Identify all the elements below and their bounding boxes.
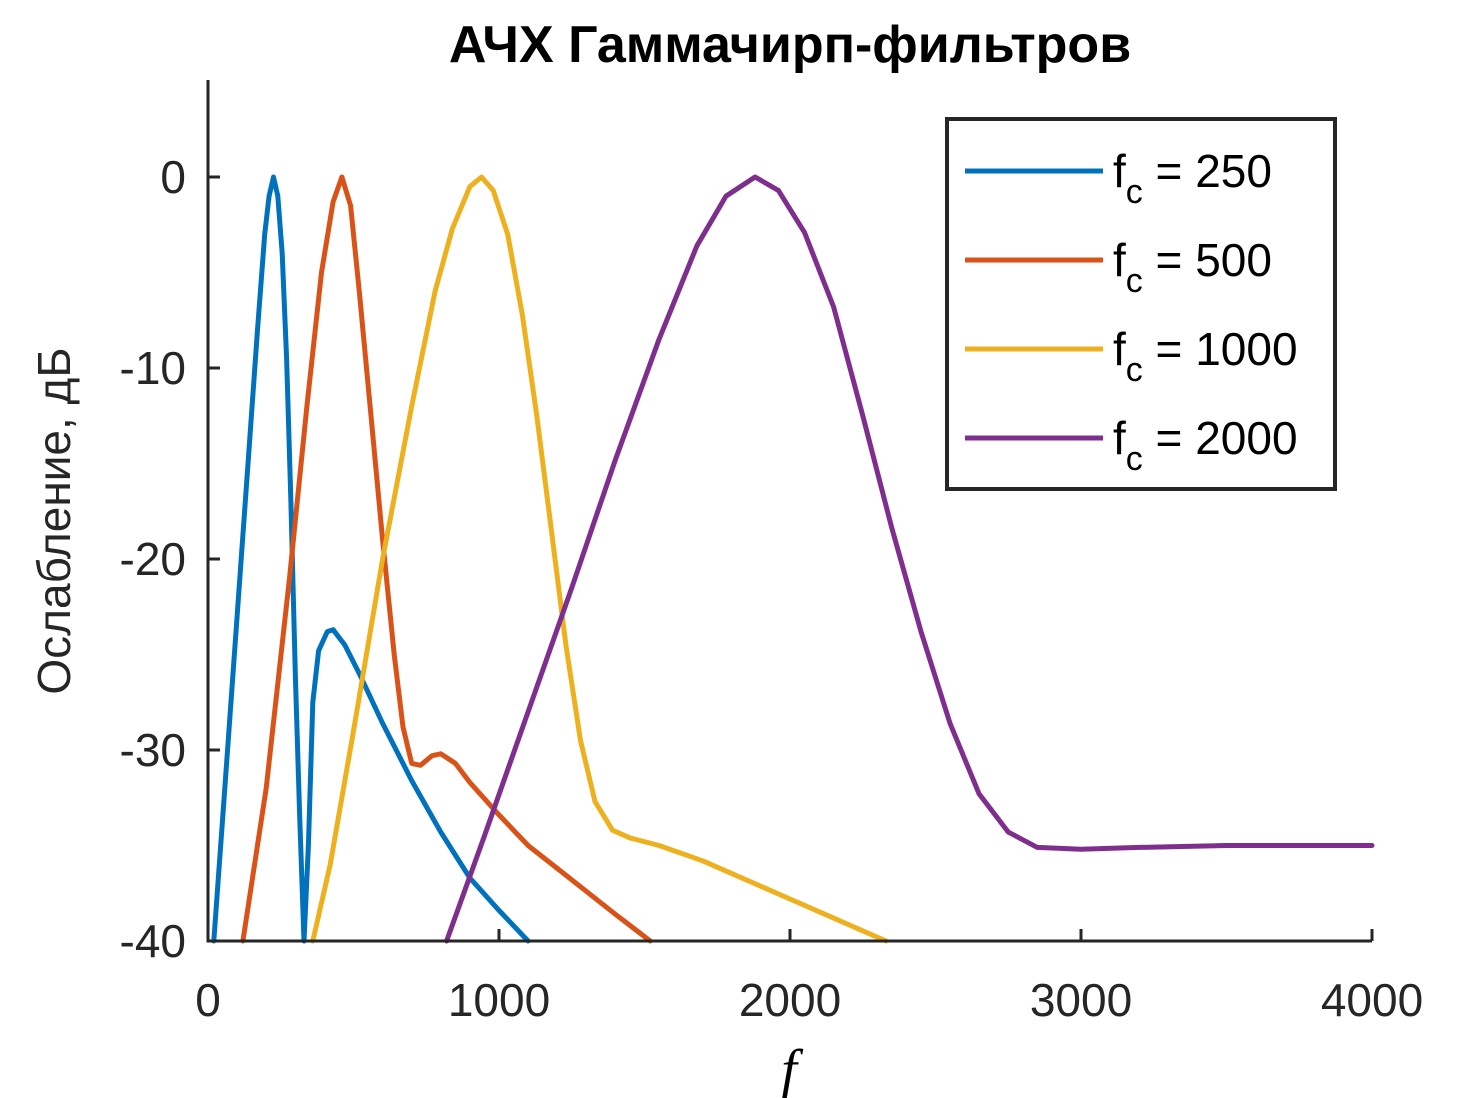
y-tick-label: 0 [160, 151, 186, 203]
legend-box [945, 117, 1337, 491]
chart-title: АЧХ Гаммачирп-фильтров [449, 16, 1131, 74]
legend-entry-3: fc = 1000 [1113, 323, 1298, 389]
series-line-1 [211, 174, 531, 944]
y-tick-label: -20 [120, 533, 186, 585]
ticks: 0 1000 2000 3000 4000 0 -10 -20 -30 -40 [120, 151, 1424, 1026]
y-tick-label: -30 [120, 724, 186, 776]
series-line-2 [240, 174, 653, 944]
y-tick-label: -40 [120, 915, 186, 967]
series-line-4 [444, 174, 1375, 944]
x-tick-label: 4000 [1321, 974, 1423, 1026]
y-axis-label: Ослабление, дБ [28, 347, 80, 694]
plot-lines [211, 174, 1375, 944]
x-axis-label: f [781, 1039, 804, 1098]
legend-entry-4: fc = 2000 [1113, 412, 1298, 478]
x-tick-label: 0 [195, 974, 221, 1026]
legend-entry-2: fc = 500 [1113, 234, 1272, 300]
x-tick-label: 2000 [739, 974, 841, 1026]
y-tick-label: -10 [120, 342, 186, 394]
legend: fc = 250 fc = 500 fc = 1000 fc = 2000 [945, 117, 1337, 491]
x-tick-label: 3000 [1030, 974, 1132, 1026]
series-line-3 [310, 174, 889, 944]
x-tick-label: 1000 [448, 974, 550, 1026]
legend-entry-1: fc = 250 [1113, 145, 1272, 211]
